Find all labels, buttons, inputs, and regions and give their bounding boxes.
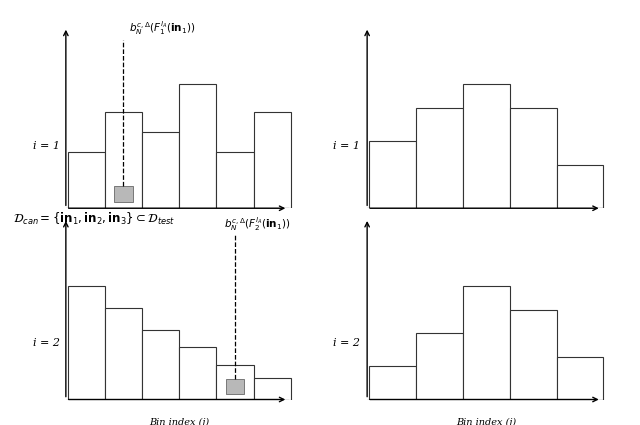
Bar — [179, 347, 216, 399]
Text: Bin index (j): Bin index (j) — [456, 228, 516, 237]
Text: Bin index (j): Bin index (j) — [456, 418, 516, 425]
Text: $\mathcal{D}_{can} = \{\mathbf{in}_1, \mathbf{in}_2, \mathbf{in}_3\} \subset \ma: $\mathcal{D}_{can} = \{\mathbf{in}_1, \m… — [13, 211, 175, 227]
Text: i = 1: i = 1 — [333, 141, 360, 151]
Bar — [463, 286, 510, 400]
Bar — [369, 141, 416, 208]
Bar — [216, 365, 253, 399]
Text: Bin index (j): Bin index (j) — [149, 418, 209, 425]
Text: i = 1: i = 1 — [33, 141, 60, 151]
Text: i = 2: i = 2 — [333, 338, 360, 348]
Bar — [253, 378, 291, 399]
Bar — [510, 310, 557, 400]
Bar — [416, 333, 463, 399]
Bar — [142, 132, 179, 208]
Bar — [114, 186, 132, 202]
Bar — [557, 357, 604, 400]
Text: i = 2: i = 2 — [33, 338, 60, 348]
Bar — [463, 84, 510, 208]
Bar — [105, 112, 142, 208]
Bar — [105, 308, 142, 400]
Bar — [369, 366, 416, 400]
Bar — [510, 108, 557, 208]
Text: $b_N^{c,\Delta}(F_1^{l_A}(\mathbf{in}_1))$: $b_N^{c,\Delta}(F_1^{l_A}(\mathbf{in}_1)… — [129, 20, 195, 37]
Bar — [68, 286, 105, 400]
Text: $b_N^{c,\Delta}(F_2^{l_A}(\mathbf{in}_1))$: $b_N^{c,\Delta}(F_2^{l_A}(\mathbf{in}_1)… — [224, 215, 290, 233]
Bar — [226, 379, 244, 394]
Bar — [557, 165, 604, 208]
Bar — [179, 84, 216, 208]
Bar — [216, 152, 253, 208]
Text: Bin index (j): Bin index (j) — [149, 228, 209, 237]
Bar — [68, 152, 105, 208]
Bar — [142, 330, 179, 400]
Bar — [253, 112, 291, 208]
Bar — [416, 108, 463, 208]
